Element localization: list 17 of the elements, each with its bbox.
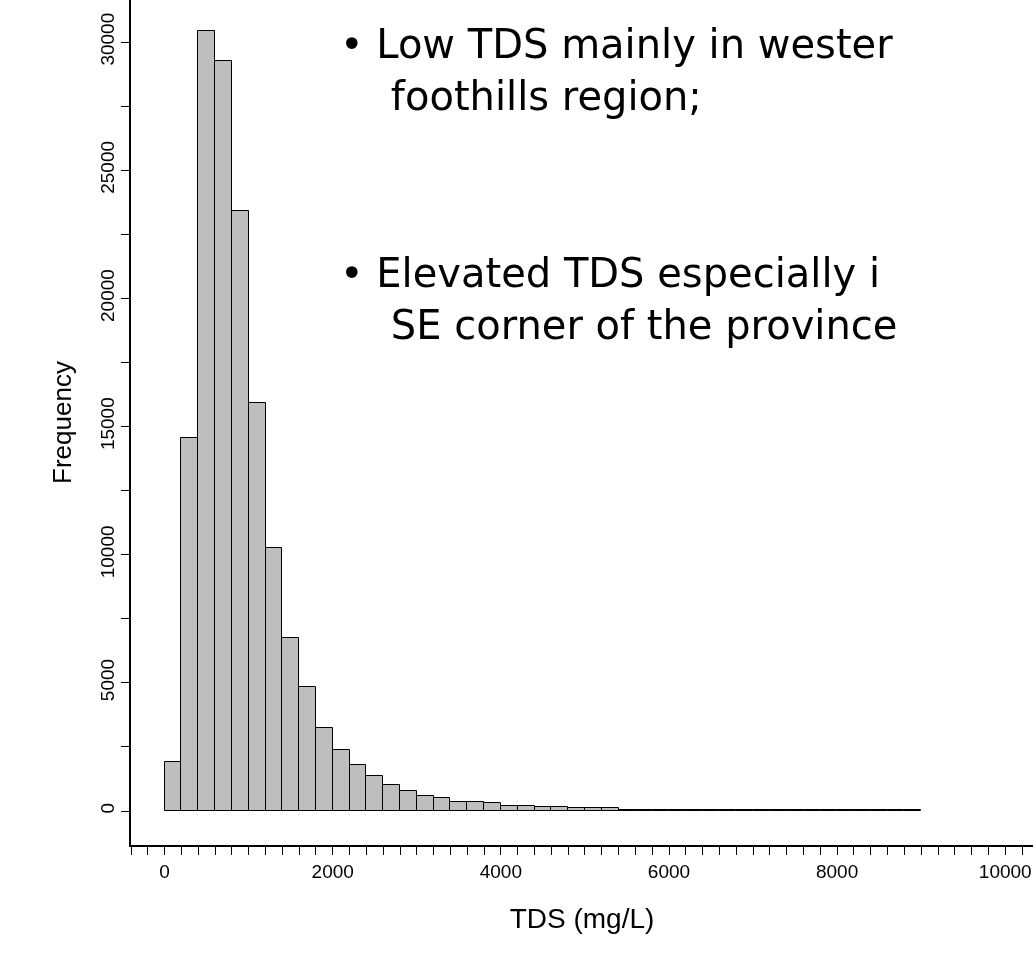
y-tick-label: 0 [96,802,118,814]
x-tick-label: 2000 [311,860,354,882]
y-axis-title: Frequency [46,361,77,484]
x-tick-label: 8000 [815,860,859,882]
y-tick-label: 30000 [96,12,118,66]
annotation: • Low TDS mainly in wester foothills region; [340,21,894,119]
x-tick-label: 0 [159,860,170,882]
x-tick-label: 10000 [978,860,1032,882]
y-tick-label: 10000 [96,525,118,579]
x-tick-label: 6000 [647,860,691,882]
y-tick-label: 15000 [96,397,118,451]
x-axis-title: TDS (mg/L) [509,903,655,935]
x-tick-label: 4000 [479,860,523,882]
annotation: • Elevated TDS especially i SE corner of the province [340,250,898,348]
y-tick-label: 25000 [96,140,118,194]
y-tick-label: 5000 [96,658,118,702]
y-tick-label: 20000 [96,269,118,322]
